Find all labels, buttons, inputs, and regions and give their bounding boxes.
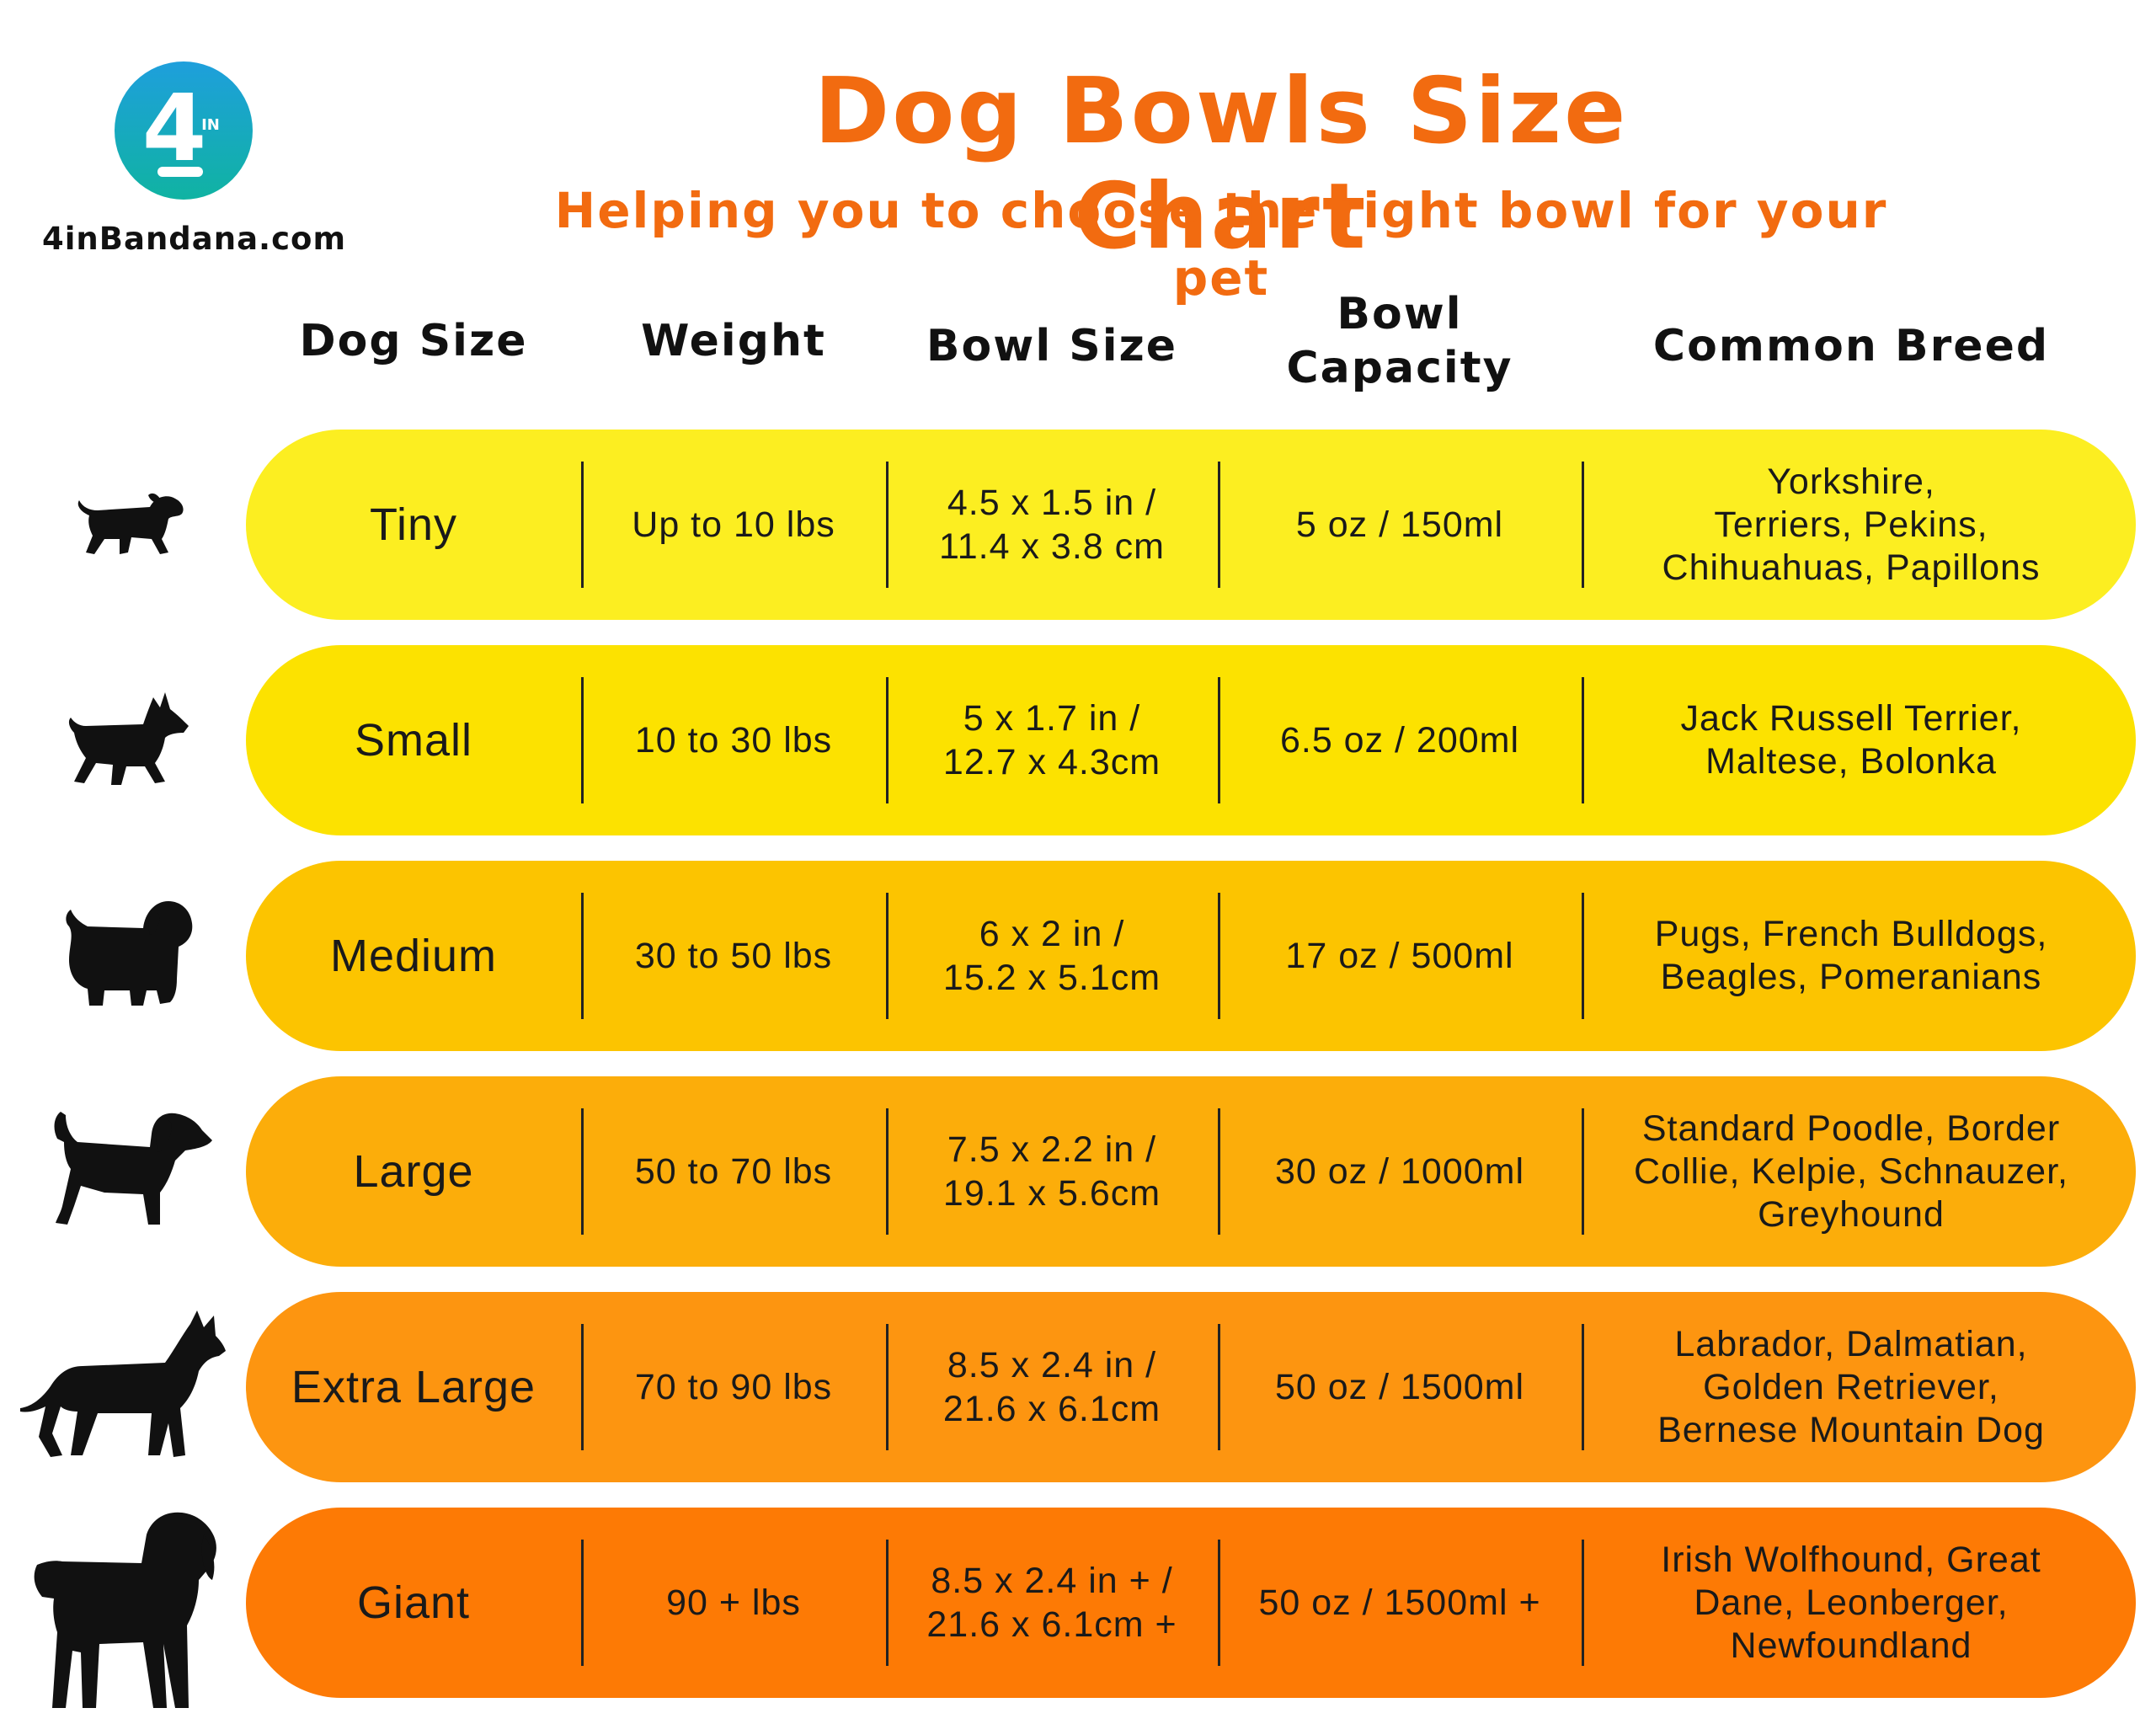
column-divider — [1582, 1540, 1584, 1666]
bowl-size-cell: 7.5 x 2.2 in / 19.1 x 5.6cm — [942, 1129, 1161, 1214]
common-breed-cell: Standard Poodle, Border Collie, Kelpie, … — [1633, 1108, 2068, 1235]
common-breed-cell: Yorkshire, Terriers, Pekins, Chihuahuas,… — [1662, 461, 2041, 588]
table-row: Giant 90 + lbs 8.5 x 2.4 in + / 21.6 x 6.1… — [246, 1508, 2136, 1698]
column-divider — [1218, 462, 1220, 588]
column-divider — [581, 893, 584, 1019]
header-common-breed: Common Breed — [1652, 321, 2050, 371]
large-dog-icon — [49, 1105, 214, 1230]
column-divider — [1218, 893, 1220, 1019]
page-subtitle: Helping you to choose the right bowl for… — [554, 182, 1888, 307]
column-divider — [1582, 677, 1584, 803]
column-divider — [886, 1540, 889, 1666]
logo-mark: 4 — [142, 74, 207, 182]
column-divider — [581, 1108, 584, 1235]
table-row: Large 50 to 70 lbs 7.5 x 2.2 in / 19.1 x 5… — [246, 1076, 2136, 1267]
weight-cell: Up to 10 lbs — [632, 504, 835, 545]
weight-cell: 10 to 30 lbs — [634, 719, 833, 761]
brand-logo: 4 IN — [114, 61, 253, 200]
bowl-capacity-cell: 50 oz / 1500ml — [1274, 1366, 1525, 1407]
giant-dog-icon — [30, 1509, 221, 1710]
column-divider — [581, 462, 584, 588]
header-weight: Weight — [641, 316, 826, 366]
dog-size-cell: Large — [353, 1146, 474, 1197]
header-dog-size: Dog Size — [299, 316, 528, 366]
column-divider — [1582, 893, 1584, 1019]
small-dog-icon — [66, 689, 195, 792]
header-bowl-capacity: Bowl Capacity — [1286, 289, 1513, 393]
bowl-capacity-cell: 50 oz / 1500ml + — [1258, 1582, 1541, 1623]
bowl-capacity-cell: 17 oz / 500ml — [1285, 935, 1514, 976]
logo-sub: IN — [201, 116, 220, 134]
table-row: Extra Large 70 to 90 lbs 8.5 x 2.4 in / 21… — [246, 1292, 2136, 1482]
bowl-size-cell: 8.5 x 2.4 in / 21.6 x 6.1cm — [942, 1345, 1161, 1429]
column-divider — [886, 677, 889, 803]
bowl-capacity-cell: 6.5 oz / 200ml — [1279, 719, 1520, 761]
common-breed-cell: Irish Wolfhound, Great Dane, Leonberger,… — [1661, 1539, 2041, 1666]
column-divider — [1218, 1540, 1220, 1666]
bowl-capacity-cell: 5 oz / 150ml — [1295, 504, 1504, 545]
dog-size-cell: Tiny — [369, 499, 457, 550]
column-divider — [886, 893, 889, 1019]
column-divider — [581, 1540, 584, 1666]
column-divider — [1218, 1324, 1220, 1450]
common-breed-cell: Labrador, Dalmatian, Golden Retriever, B… — [1657, 1323, 2045, 1450]
table-row: Small 10 to 30 lbs 5 x 1.7 in / 12.7 x 4.3… — [246, 645, 2136, 835]
page-title: Dog Bowls Size Chart — [814, 59, 1629, 270]
dog-size-cell: Small — [354, 715, 473, 766]
column-divider — [886, 462, 889, 588]
column-divider — [886, 1324, 889, 1450]
bowl-capacity-cell: 30 oz / 1000ml — [1274, 1150, 1525, 1192]
weight-cell: 50 to 70 lbs — [634, 1150, 833, 1192]
column-divider — [581, 1324, 584, 1450]
extra-large-dog-icon — [17, 1307, 227, 1460]
column-divider — [1218, 1108, 1220, 1235]
logo-4in-icon: 4 IN — [115, 61, 253, 200]
dog-size-cell: Giant — [356, 1577, 471, 1628]
dog-size-cell: Extra Large — [291, 1362, 536, 1412]
column-divider — [1218, 677, 1220, 803]
medium-dog-icon — [62, 898, 197, 1011]
common-breed-cell: Pugs, French Bulldogs, Beagles, Pomerani… — [1654, 914, 2048, 997]
column-divider — [581, 677, 584, 803]
bowl-size-cell: 6 x 2 in / 15.2 x 5.1cm — [942, 914, 1161, 998]
bowl-size-cell: 8.5 x 2.4 in + / 21.6 x 6.1cm + — [926, 1561, 1177, 1645]
column-divider — [1582, 1108, 1584, 1235]
dog-size-cell: Medium — [329, 931, 498, 981]
weight-cell: 30 to 50 lbs — [634, 935, 833, 976]
column-divider — [1582, 1324, 1584, 1450]
weight-cell: 70 to 90 lbs — [634, 1366, 833, 1407]
column-divider — [886, 1108, 889, 1235]
weight-cell: 90 + lbs — [666, 1582, 801, 1623]
header-bowl-size: Bowl Size — [926, 321, 1178, 371]
table-row: Tiny Up to 10 lbs 4.5 x 1.5 in / 11.4 x 3.… — [246, 430, 2136, 620]
column-divider — [1582, 462, 1584, 588]
common-breed-cell: Jack Russell Terrier, Maltese, Bolonka — [1680, 698, 2022, 782]
table-row: Medium 30 to 50 lbs 6 x 2 in / 15.2 x 5.1c… — [246, 861, 2136, 1051]
tiny-dog-icon — [72, 490, 187, 559]
bowl-size-cell: 5 x 1.7 in / 12.7 x 4.3cm — [942, 698, 1161, 782]
bowl-size-cell: 4.5 x 1.5 in / 11.4 x 3.8 cm — [939, 483, 1165, 567]
brand-site: 4inBandana.com — [42, 221, 347, 257]
